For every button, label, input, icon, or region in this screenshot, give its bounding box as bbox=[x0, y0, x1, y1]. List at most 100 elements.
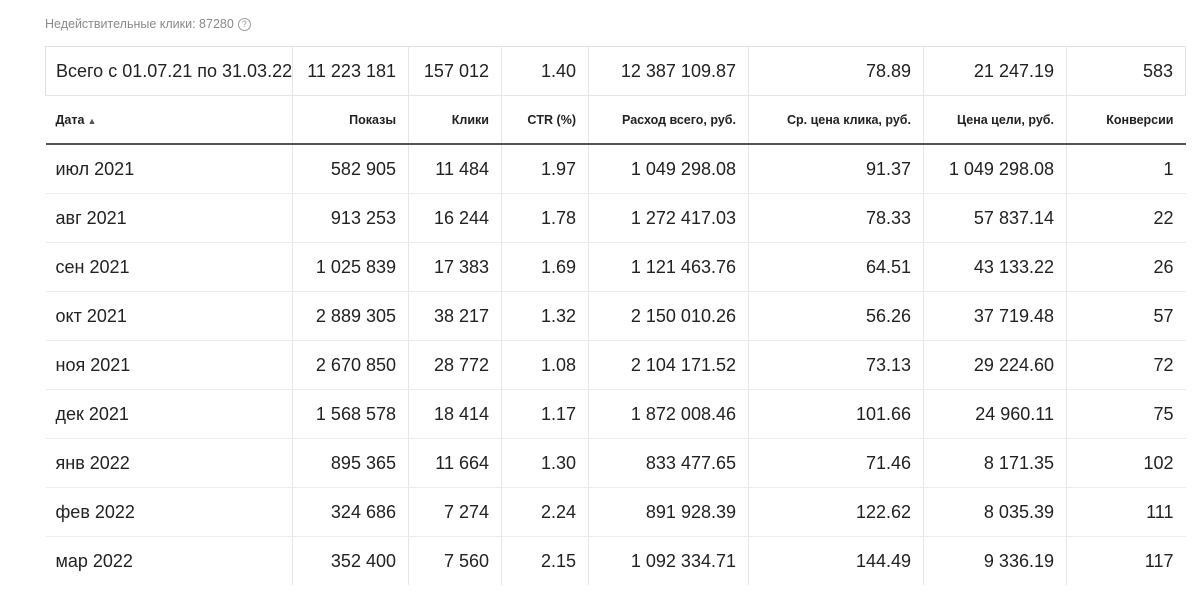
column-header-ctr[interactable]: CTR (%) bbox=[501, 95, 589, 145]
cell-ctr: 1.30 bbox=[501, 438, 589, 488]
cell-ctr: 1.32 bbox=[501, 291, 589, 341]
cell-goal-price: 9 336.19 bbox=[923, 536, 1067, 585]
totals-shows: 11 223 181 bbox=[292, 46, 409, 96]
cell-spend: 891 928.39 bbox=[588, 487, 749, 537]
cell-date: янв 2022 bbox=[45, 438, 293, 488]
cell-ctr: 2.24 bbox=[501, 487, 589, 537]
cell-spend: 2 150 010.26 bbox=[588, 291, 749, 341]
cell-avg-cpc: 101.66 bbox=[748, 389, 924, 439]
cell-avg-cpc: 91.37 bbox=[748, 144, 924, 194]
cell-spend: 1 872 008.46 bbox=[588, 389, 749, 439]
cell-shows: 1 025 839 bbox=[292, 242, 409, 292]
cell-clicks: 11 484 bbox=[408, 144, 502, 194]
table-row: ноя 2021 2 670 850 28 772 1.08 2 104 171… bbox=[45, 340, 1186, 390]
column-header-date[interactable]: Дата ▲ bbox=[45, 95, 293, 145]
cell-goal-price: 43 133.22 bbox=[923, 242, 1067, 292]
cell-date: ноя 2021 bbox=[45, 340, 293, 390]
header-row: Дата ▲ Показы Клики CTR (%) Расход всего,… bbox=[45, 95, 1186, 145]
totals-avg-cpc: 78.89 bbox=[748, 46, 924, 96]
cell-avg-cpc: 73.13 bbox=[748, 340, 924, 390]
cell-date: мар 2022 bbox=[45, 536, 293, 585]
cell-date: июл 2021 bbox=[45, 144, 293, 194]
cell-avg-cpc: 64.51 bbox=[748, 242, 924, 292]
cell-clicks: 7 560 bbox=[408, 536, 502, 585]
cell-goal-price: 37 719.48 bbox=[923, 291, 1067, 341]
table-row: дек 2021 1 568 578 18 414 1.17 1 872 008… bbox=[45, 389, 1186, 439]
cell-shows: 582 905 bbox=[292, 144, 409, 194]
cell-goal-price: 57 837.14 bbox=[923, 193, 1067, 243]
cell-avg-cpc: 144.49 bbox=[748, 536, 924, 585]
cell-clicks: 11 664 bbox=[408, 438, 502, 488]
column-date-label: Дата bbox=[55, 112, 85, 127]
cell-clicks: 7 274 bbox=[408, 487, 502, 537]
invalid-clicks-info: Недействительные клики: 87280 ? bbox=[45, 17, 251, 31]
column-header-conversions[interactable]: Конверсии bbox=[1066, 95, 1186, 145]
cell-date: сен 2021 bbox=[45, 242, 293, 292]
totals-clicks: 157 012 bbox=[408, 46, 502, 96]
cell-avg-cpc: 56.26 bbox=[748, 291, 924, 341]
table-row: сен 2021 1 025 839 17 383 1.69 1 121 463… bbox=[45, 242, 1186, 292]
help-icon[interactable]: ? bbox=[237, 17, 251, 31]
cell-spend: 1 272 417.03 bbox=[588, 193, 749, 243]
cell-spend: 1 121 463.76 bbox=[588, 242, 749, 292]
cell-conversions: 57 bbox=[1066, 291, 1186, 341]
totals-label: Всего с 01.07.21 по 31.03.22 bbox=[45, 46, 293, 96]
cell-date: фев 2022 bbox=[45, 487, 293, 537]
column-header-avg-cpc[interactable]: Ср. цена клика, руб. bbox=[748, 95, 924, 145]
cell-date: авг 2021 bbox=[45, 193, 293, 243]
totals-row: Всего с 01.07.21 по 31.03.22 11 223 181 … bbox=[45, 46, 1186, 96]
cell-ctr: 1.69 bbox=[501, 242, 589, 292]
cell-spend: 2 104 171.52 bbox=[588, 340, 749, 390]
cell-ctr: 1.97 bbox=[501, 144, 589, 194]
column-header-shows[interactable]: Показы bbox=[292, 95, 409, 145]
cell-date: дек 2021 bbox=[45, 389, 293, 439]
cell-avg-cpc: 78.33 bbox=[748, 193, 924, 243]
cell-shows: 324 686 bbox=[292, 487, 409, 537]
totals-conversions: 583 bbox=[1066, 46, 1186, 96]
sort-ascending-icon: ▲ bbox=[87, 115, 97, 126]
cell-spend: 1 092 334.71 bbox=[588, 536, 749, 585]
cell-ctr: 1.08 bbox=[501, 340, 589, 390]
cell-avg-cpc: 71.46 bbox=[748, 438, 924, 488]
table-row: июл 2021 582 905 11 484 1.97 1 049 298.0… bbox=[45, 144, 1186, 194]
cell-conversions: 26 bbox=[1066, 242, 1186, 292]
invalid-clicks-label: Недействительные клики: 87280 bbox=[45, 17, 234, 31]
cell-goal-price: 1 049 298.08 bbox=[923, 144, 1067, 194]
cell-goal-price: 8 171.35 bbox=[923, 438, 1067, 488]
cell-ctr: 1.17 bbox=[501, 389, 589, 439]
cell-clicks: 17 383 bbox=[408, 242, 502, 292]
cell-shows: 352 400 bbox=[292, 536, 409, 585]
cell-avg-cpc: 122.62 bbox=[748, 487, 924, 537]
cell-goal-price: 8 035.39 bbox=[923, 487, 1067, 537]
cell-ctr: 2.15 bbox=[501, 536, 589, 585]
cell-clicks: 16 244 bbox=[408, 193, 502, 243]
cell-conversions: 102 bbox=[1066, 438, 1186, 488]
cell-conversions: 72 bbox=[1066, 340, 1186, 390]
table-row: авг 2021 913 253 16 244 1.78 1 272 417.0… bbox=[45, 193, 1186, 243]
cell-shows: 913 253 bbox=[292, 193, 409, 243]
cell-clicks: 28 772 bbox=[408, 340, 502, 390]
totals-spend: 12 387 109.87 bbox=[588, 46, 749, 96]
cell-date: окт 2021 bbox=[45, 291, 293, 341]
cell-ctr: 1.78 bbox=[501, 193, 589, 243]
table-row: окт 2021 2 889 305 38 217 1.32 2 150 010… bbox=[45, 291, 1186, 341]
cell-clicks: 38 217 bbox=[408, 291, 502, 341]
table-row: янв 2022 895 365 11 664 1.30 833 477.65 … bbox=[45, 438, 1186, 488]
cell-spend: 833 477.65 bbox=[588, 438, 749, 488]
cell-conversions: 1 bbox=[1066, 144, 1186, 194]
table-row: мар 2022 352 400 7 560 2.15 1 092 334.71… bbox=[45, 536, 1186, 585]
column-header-spend[interactable]: Расход всего, руб. bbox=[588, 95, 749, 145]
totals-goal-price: 21 247.19 bbox=[923, 46, 1067, 96]
cell-goal-price: 29 224.60 bbox=[923, 340, 1067, 390]
cell-shows: 1 568 578 bbox=[292, 389, 409, 439]
totals-ctr: 1.40 bbox=[501, 46, 589, 96]
cell-conversions: 117 bbox=[1144, 550, 1174, 571]
column-header-clicks[interactable]: Клики bbox=[408, 95, 502, 145]
cell-conversions: 111 bbox=[1066, 487, 1186, 537]
cell-shows: 2 889 305 bbox=[292, 291, 409, 341]
cell-spend: 1 049 298.08 bbox=[588, 144, 749, 194]
column-header-goal-price[interactable]: Цена цели, руб. bbox=[923, 95, 1067, 145]
cell-shows: 895 365 bbox=[292, 438, 409, 488]
cell-clicks: 18 414 bbox=[408, 389, 502, 439]
cell-goal-price: 24 960.11 bbox=[923, 389, 1067, 439]
